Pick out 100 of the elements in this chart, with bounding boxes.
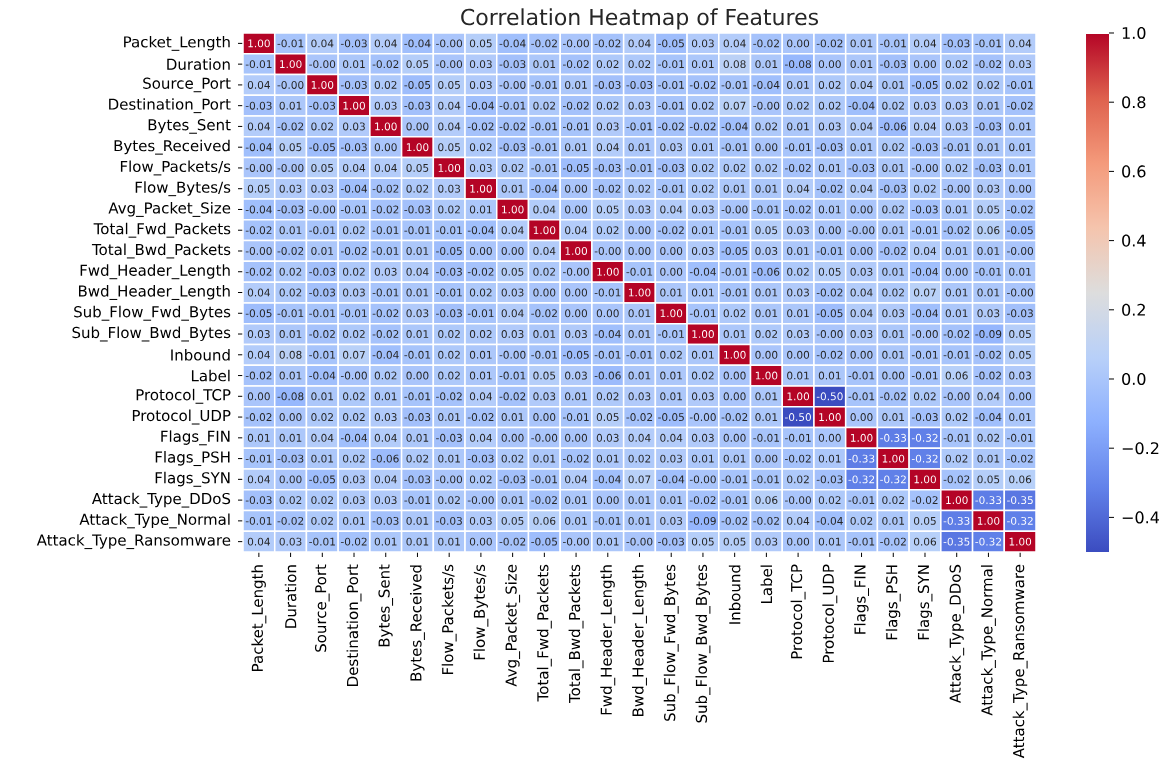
data-label: -0.02 [436,392,462,401]
data-label: -0.01 [531,350,557,359]
data-label: -0.05 [562,163,589,172]
data-label: -0.01 [848,496,875,505]
y-tick-label: Attack_Type_Ransomware [36,534,231,550]
data-label: 0.01 [723,330,746,338]
y-tick-label: Sub_Flow_Bwd_Bytes [72,326,231,342]
data-label: 0.06 [1009,475,1032,484]
data-label: 0.08 [723,60,746,69]
data-label: -0.01 [499,371,526,380]
data-label: 0.00 [469,247,492,255]
data-label: 0.00 [787,537,810,546]
data-label: -0.04 [975,413,1002,422]
data-label: -0.33 [880,433,907,442]
data-label: -0.02 [658,122,684,131]
data-label: 0.02 [596,60,619,69]
data-label: 0.00 [565,205,588,214]
data-label: 0.01 [279,226,302,235]
data-label: 0.03 [343,496,365,505]
color-bar-label: 0.0 [1122,372,1146,386]
data-label: -0.03 [340,143,367,152]
data-label: 0.05 [406,60,429,69]
data-label: 0.05 [1009,330,1031,338]
data-label: -0.01 [309,226,335,235]
data-label: -0.00 [1007,288,1034,297]
data-label: 0.01 [1009,267,1031,276]
y-tick-label: Label [191,369,230,382]
data-label: 0.01 [279,433,302,442]
data-label: 0.00 [1009,184,1032,193]
data-label: 0.03 [660,454,683,463]
y-tick-label: Flow_Packets/s [120,160,231,176]
data-label: -0.01 [404,350,431,359]
data-label: 0.00 [723,392,746,401]
data-label: 0.02 [438,330,460,338]
data-label: -0.00 [689,413,716,422]
data-label: -0.02 [689,122,716,131]
data-label: 0.02 [469,330,492,338]
data-label: -0.02 [562,60,589,69]
data-label: -0.02 [531,496,557,505]
data-label: 0.04 [247,288,270,297]
data-label: 0.00 [850,413,873,422]
data-label: 0.04 [501,226,524,235]
data-label: 0.03 [469,60,492,69]
data-label: 0.05 [1009,350,1031,359]
data-label: 0.03 [913,101,936,110]
data-label: -0.01 [404,226,431,235]
data-label: 1.00 [851,433,873,442]
data-label: 0.00 [469,537,492,546]
x-tick-label: Flags_PSH [885,565,901,640]
data-label: 0.02 [691,163,714,172]
data-label: 0.03 [850,330,873,338]
data-label: 0.04 [374,475,397,484]
data-label: 0.03 [977,184,1000,193]
data-label: 0.04 [565,226,588,235]
y-tick-label: Flow_Bytes/s [135,181,231,197]
chart-title: Correlation Heatmap of Features [461,8,819,30]
data-label: -0.01 [721,267,748,276]
data-label: -0.01 [721,226,748,235]
data-label: 0.02 [913,184,936,193]
data-label: 0.04 [533,247,556,255]
data-label: -0.04 [911,309,938,318]
data-label: 0.02 [343,226,365,235]
data-label: 0.03 [469,80,492,89]
data-label: -0.01 [594,350,621,359]
data-label: -0.04 [753,80,780,89]
data-label: -0.00 [911,163,938,172]
data-label: 0.02 [628,454,651,463]
data-label: 0.03 [311,184,334,193]
data-label: -0.03 [911,205,938,214]
data-label: -0.01 [404,496,431,505]
data-label: 1.00 [470,184,492,193]
data-label: 0.02 [818,101,841,110]
data-label: -0.03 [404,413,431,422]
data-label: -0.02 [467,267,494,276]
data-label: -0.02 [816,350,843,359]
x-tick-label: Sub_Flow_Fwd_Bytes [663,564,679,721]
data-label: 1.00 [343,101,365,110]
data-label: 0.00 [501,247,524,255]
data-label: -0.04 [848,101,875,110]
data-label: 0.01 [279,330,302,338]
data-label: 0.04 [628,433,651,442]
data-label: -0.01 [626,350,653,359]
data-label: 0.04 [628,39,651,48]
data-label: -0.01 [562,122,589,131]
data-label: -0.03 [911,413,938,422]
data-label: 0.05 [469,39,492,48]
data-label: 0.03 [945,122,968,131]
data-label: -0.02 [880,537,906,546]
data-label: 0.01 [1009,413,1031,422]
data-label: -0.00 [499,80,526,89]
data-label: 0.04 [596,143,619,152]
data-label: -0.01 [753,433,779,442]
data-label: -0.04 [911,267,938,276]
data-label: 0.03 [755,247,778,255]
data-label: -0.33 [975,496,1002,505]
data-label: -0.01 [372,288,399,297]
data-label: -0.02 [277,516,304,525]
data-label: 0.02 [787,475,809,484]
data-label: 0.01 [596,454,619,463]
data-label: 0.04 [787,516,810,525]
